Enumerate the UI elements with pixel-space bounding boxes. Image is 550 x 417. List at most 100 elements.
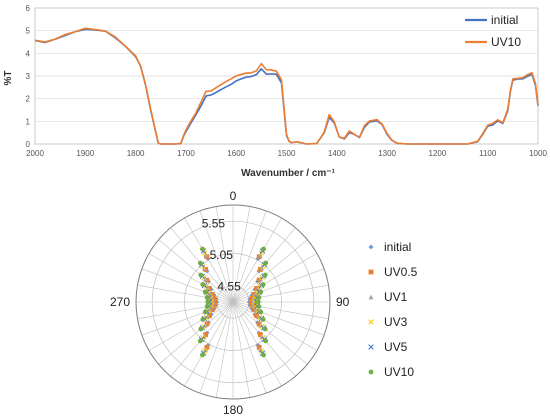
- polar-point: [201, 282, 208, 289]
- polar-point: [202, 309, 208, 315]
- polar-point: [262, 272, 268, 278]
- polar-legend-label: UV5: [384, 340, 408, 354]
- polar-point: [256, 344, 262, 350]
- polar-point: [211, 302, 217, 308]
- polar-point: [247, 296, 253, 302]
- polar-point: [257, 346, 263, 352]
- polar-point: [257, 332, 263, 337]
- polar-point: [203, 267, 209, 272]
- polar-point: [199, 273, 206, 280]
- polar-point: [205, 285, 211, 290]
- polar-point: [213, 302, 219, 308]
- polar-spoke: [184, 217, 234, 303]
- ir-x-tick-label: 1300: [378, 149, 396, 158]
- polar-point: [262, 326, 268, 332]
- polar-point: [202, 322, 208, 328]
- polar-point: [204, 254, 210, 260]
- polar-point: [200, 248, 207, 254]
- polar-point: [213, 296, 219, 302]
- polar-spoke: [232, 284, 329, 303]
- polar-spoke: [232, 301, 329, 320]
- polar-point: [254, 308, 261, 314]
- polar-spoke: [137, 284, 234, 303]
- polar-ring: [135, 204, 331, 400]
- polar-radial-labels: 4.55 5.05 5.55: [202, 217, 241, 294]
- polar-spoke: [232, 206, 251, 303]
- polar-spoke: [232, 217, 282, 303]
- polar-point: [260, 335, 266, 341]
- polar-point: [202, 276, 208, 282]
- polar-point: [249, 296, 255, 302]
- polar-spoke: [232, 301, 251, 398]
- polar-point: [204, 295, 210, 300]
- polar-spoke: [215, 301, 234, 398]
- polar-point: [260, 282, 266, 287]
- ir-y-ticks: 0 1 2 3 4 5 6: [26, 4, 31, 149]
- polar-point: [255, 278, 260, 284]
- polar-point: [206, 303, 212, 310]
- polar-point: [259, 333, 265, 339]
- polar-point: [204, 304, 210, 309]
- polar-point: [260, 317, 266, 322]
- polar-series-uv3: [200, 250, 266, 354]
- polar-point: [251, 299, 258, 305]
- polar-r-tick-label: 5.55: [202, 217, 226, 231]
- polar-point: [205, 290, 212, 296]
- polar-spoke: [232, 227, 296, 303]
- polar-point: [208, 307, 213, 313]
- ir-y-tick-label: 5: [26, 27, 31, 36]
- polar-point: [199, 324, 206, 331]
- polar-spoke: [232, 239, 308, 303]
- polar-point: [252, 303, 259, 309]
- ir-legend-label: UV10: [491, 35, 521, 49]
- polar-data-points: [197, 246, 269, 358]
- polar-point: [261, 352, 266, 358]
- polar-point: [261, 261, 268, 268]
- polar-point: [214, 299, 220, 305]
- polar-point: [198, 261, 205, 268]
- polar-point: [209, 292, 215, 297]
- polar-point: [255, 343, 261, 348]
- ir-x-tick-label: 1100: [479, 149, 497, 158]
- polar-grid: [135, 204, 331, 400]
- polar-series-initial: [204, 256, 262, 348]
- polar-point: [204, 321, 210, 327]
- polar-point: [207, 295, 214, 301]
- polar-r-tick-label: 5.05: [210, 248, 234, 262]
- ir-x-tick-label: 1600: [227, 149, 245, 158]
- polar-point: [253, 299, 260, 305]
- polar-series-uv5: [198, 248, 268, 356]
- polar-point: [255, 314, 261, 319]
- polar-point: [203, 252, 209, 258]
- polar-legend-marker: [368, 244, 374, 250]
- polar-point: [263, 338, 269, 344]
- polar-angle-labels: 0 90 180 270: [110, 189, 350, 417]
- polar-point: [258, 309, 264, 315]
- ir-x-tick-label: 2000: [26, 149, 44, 158]
- polar-point: [248, 299, 254, 305]
- polar-point: [201, 315, 208, 322]
- polar-series-uv0-5: [203, 254, 263, 350]
- polar-point: [258, 315, 265, 322]
- polar-point: [257, 283, 263, 290]
- polar-point: [261, 246, 266, 252]
- polar-spoke: [170, 227, 234, 303]
- polar-r-tick-label: 4.55: [217, 279, 241, 293]
- polar-spoke: [141, 301, 234, 336]
- polar-point: [255, 299, 261, 305]
- polar-point: [259, 274, 265, 281]
- polar-point: [263, 260, 269, 266]
- ir-grid: [35, 30, 538, 122]
- polar-legend-marker: [368, 344, 374, 350]
- polar-spoke: [232, 301, 318, 351]
- polar-point: [255, 256, 261, 261]
- polar-point: [261, 336, 268, 343]
- polar-spoke: [199, 301, 234, 394]
- polar-point: [200, 350, 207, 356]
- polar-point: [205, 314, 211, 319]
- polar-point: [203, 283, 209, 290]
- polar-point: [256, 304, 262, 309]
- polar-point: [256, 308, 262, 315]
- polar-spoke: [141, 268, 234, 303]
- polar-point: [200, 246, 205, 252]
